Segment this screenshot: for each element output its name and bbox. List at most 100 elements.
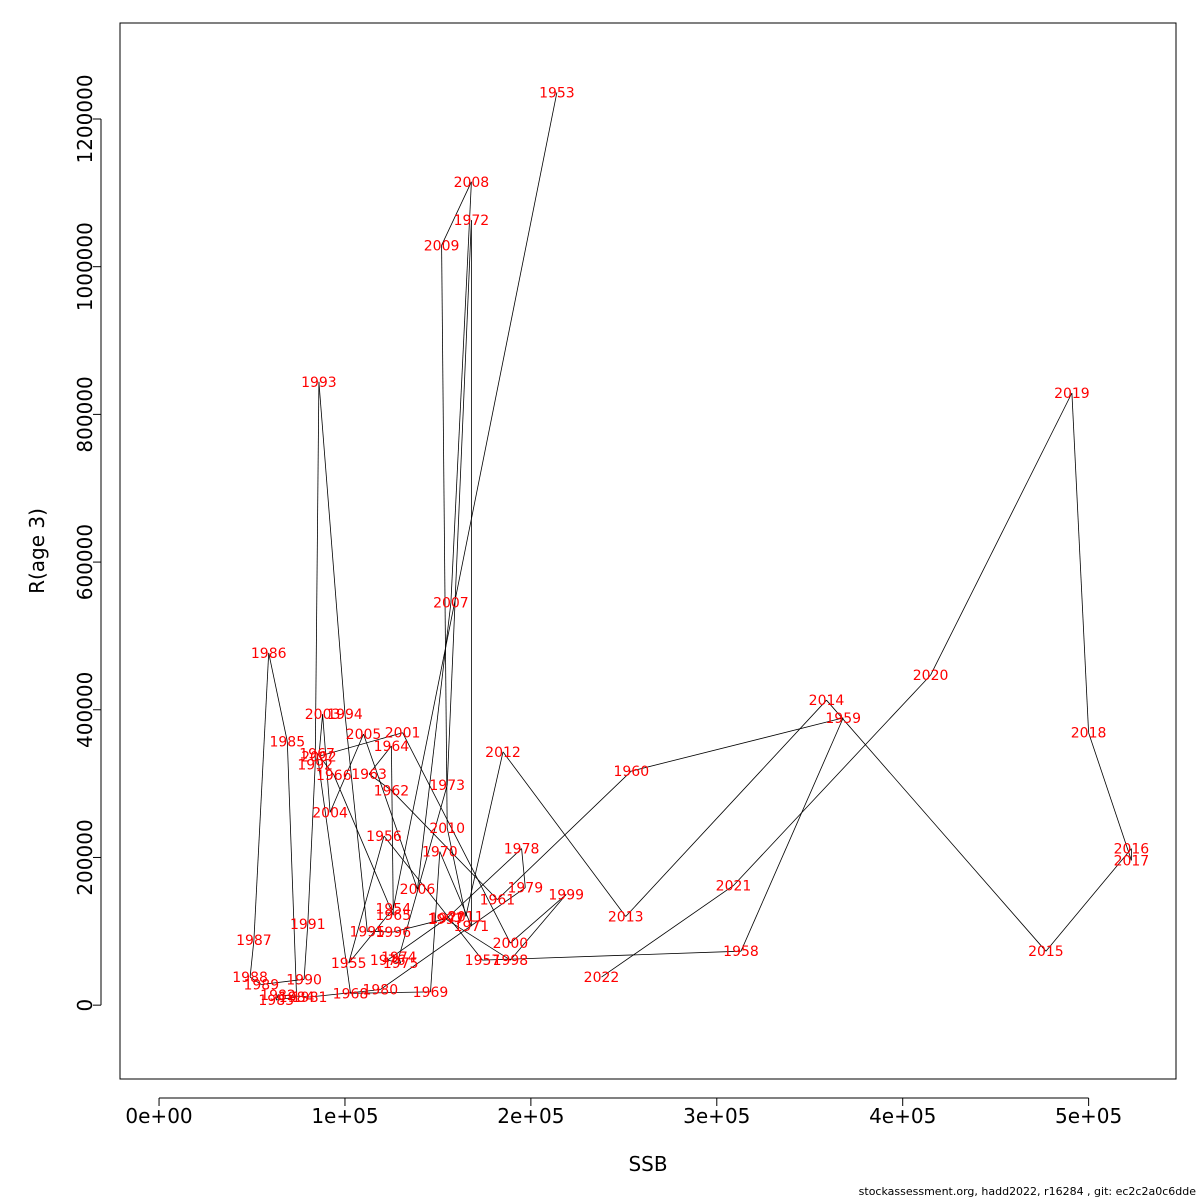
y-tick-label: 600000 [73, 524, 97, 600]
series-segment [601, 885, 734, 978]
year-label: 2022 [584, 970, 620, 986]
year-label: 1974 [381, 950, 417, 966]
series-segment [441, 245, 448, 828]
year-label: 2009 [424, 238, 460, 254]
series-segment [309, 989, 381, 998]
year-label: 1986 [251, 646, 287, 662]
x-tick-label: 1e+05 [311, 1104, 378, 1128]
series-segment [344, 714, 368, 932]
year-label-layer: 1953 1954 1955 1956 1957 1958 1959 1960 1961 1962… [232, 85, 1149, 1009]
year-label: 2011 [448, 910, 484, 926]
year-label: 2008 [454, 175, 490, 191]
series-segment [733, 674, 931, 886]
y-tick-label: 1000000 [73, 222, 97, 311]
series-segment [322, 714, 331, 813]
series-segment [350, 991, 431, 994]
year-label: 1960 [613, 764, 649, 780]
year-label: 1996 [375, 925, 411, 941]
series-segment [367, 930, 394, 933]
year-label: 2014 [809, 693, 845, 709]
year-label: 1958 [723, 944, 759, 960]
series-segment [249, 976, 262, 985]
series-segment [445, 918, 511, 961]
year-label: 2001 [385, 726, 421, 742]
series-segment [441, 181, 472, 246]
y-tick-label: 200000 [73, 819, 97, 895]
series-segment [502, 751, 627, 917]
year-label: 1959 [825, 711, 861, 727]
year-label: 1956 [366, 829, 402, 845]
year-label: 1955 [331, 956, 367, 972]
year-label: 1990 [286, 972, 322, 988]
year-label: 1998 [493, 953, 529, 969]
year-label: 1966 [316, 768, 352, 784]
year-label: 1981 [292, 990, 328, 1006]
year-label: 2005 [346, 727, 382, 743]
series-segment [333, 774, 394, 916]
series-segment [625, 699, 827, 917]
x-tick-label: 5e+05 [1055, 1104, 1122, 1128]
year-label: 1963 [351, 767, 387, 783]
year-label: 1978 [504, 842, 540, 858]
year-label: 1980 [362, 983, 398, 999]
series-path-layer [249, 92, 1132, 1001]
year-label: 1961 [480, 893, 516, 909]
series-segment [391, 745, 394, 916]
series-segment [268, 652, 288, 742]
year-label: 1983 [258, 993, 294, 1009]
year-label: 1997 [428, 912, 464, 928]
series-segment [307, 764, 316, 924]
series-segment [393, 918, 446, 933]
year-label: 1979 [507, 881, 543, 897]
y-axis-title: R(age 3) [25, 508, 49, 594]
year-label: 1968 [333, 986, 369, 1002]
year-label: 1971 [454, 919, 490, 935]
series-segment [482, 950, 742, 961]
year-label: 1995 [349, 924, 385, 940]
year-label: 1982 [260, 988, 296, 1004]
year-label: 1957 [465, 953, 501, 969]
year-label: 2021 [716, 879, 752, 895]
series-segment [383, 835, 483, 961]
year-label: 2012 [485, 745, 521, 761]
year-label: 1976 [370, 953, 406, 969]
year-label: 2010 [429, 821, 465, 837]
x-tick-label: 4e+05 [869, 1104, 936, 1128]
series-segment [387, 917, 448, 961]
series-segment [276, 996, 297, 1001]
year-label: 1969 [413, 985, 449, 1001]
plot-frame [119, 22, 1177, 1080]
year-label: 2003 [305, 707, 341, 723]
series-segment [510, 894, 567, 944]
year-label: 1989 [243, 978, 279, 994]
series-segment [521, 848, 526, 888]
year-label: 1984 [279, 990, 315, 1006]
series-segment [450, 181, 472, 603]
series-segment [380, 887, 526, 990]
series-segment [275, 994, 279, 1001]
series-segment [930, 392, 1073, 676]
series-segment [402, 732, 511, 944]
series-segment [303, 923, 309, 980]
year-label: 1953 [539, 85, 575, 101]
year-label: 2000 [493, 936, 529, 952]
series-segment [387, 959, 401, 964]
year-label: 1985 [269, 735, 305, 751]
series-segment [368, 745, 392, 775]
year-label: 1999 [548, 887, 584, 903]
y-tick-label: 1200000 [73, 74, 97, 163]
y-tick-label: 400000 [73, 672, 97, 748]
year-label: 1992 [297, 757, 333, 773]
series-segment [391, 790, 498, 900]
year-label: 1964 [374, 739, 410, 755]
series-segment [348, 908, 394, 964]
year-label: 2017 [1114, 853, 1150, 869]
x-tick-label: 2e+05 [497, 1104, 564, 1128]
year-label: 2007 [433, 596, 469, 612]
series-segment [446, 827, 467, 917]
series-segment [392, 92, 558, 909]
year-label: 1988 [232, 970, 268, 986]
year-label: 2018 [1071, 726, 1107, 742]
year-label: 1987 [236, 933, 272, 949]
